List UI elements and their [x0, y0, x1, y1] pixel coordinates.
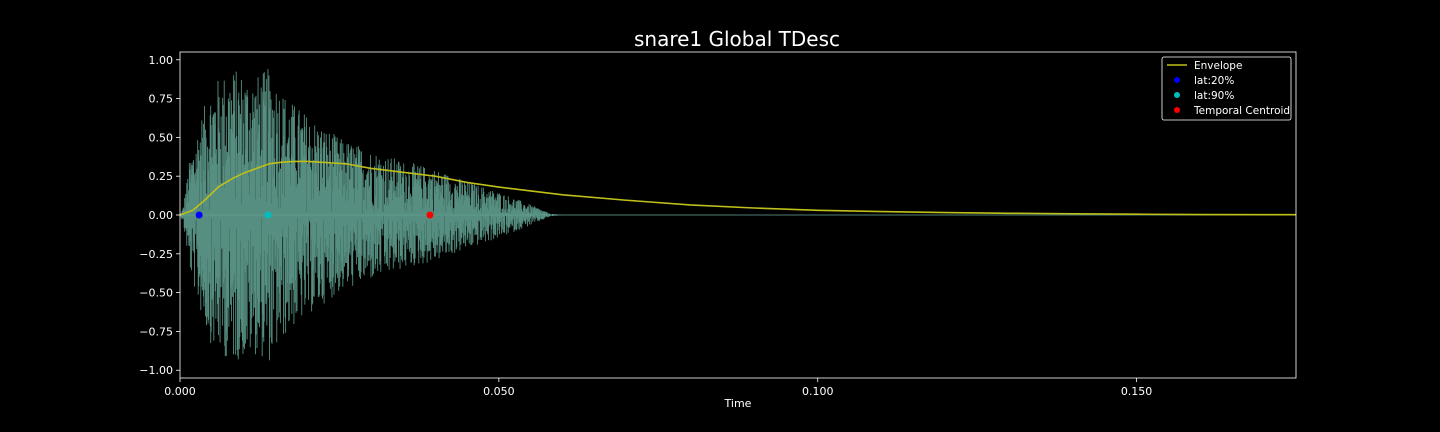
- legend-centroid-label: Temporal Centroid: [1193, 105, 1290, 117]
- y-axis: 1.00 0.75 0.50 0.25 0.00 −0.25 −0.50 −0.75 −1.00: [139, 54, 180, 377]
- y-tick-label: −0.75: [139, 325, 173, 338]
- legend-centroid-swatch: [1174, 107, 1180, 113]
- envelope-line: [179, 160, 1297, 216]
- legend-lat90-swatch: [1174, 92, 1180, 98]
- x-axis: 0.000 0.050 0.100 0.150: [164, 378, 1152, 398]
- x-axis-label: Time: [724, 397, 752, 410]
- legend[interactable]: Envelope lat:20% lat:90% Temporal Centro…: [1161, 56, 1292, 121]
- x-tick-label: 0.000: [164, 385, 196, 398]
- y-tick-label: 0.25: [149, 170, 174, 183]
- x-tick-label: 0.050: [483, 385, 515, 398]
- x-tick-label: 0.100: [802, 385, 834, 398]
- y-tick-label: −1.00: [139, 364, 173, 377]
- legend-lat90-label: lat:90%: [1194, 90, 1234, 102]
- y-tick-label: 0.00: [149, 209, 174, 222]
- y-tick-label: 0.50: [149, 131, 174, 144]
- lat90-point: [264, 211, 272, 219]
- legend-lat20-swatch: [1174, 77, 1180, 83]
- x-tick-label: 0.150: [1121, 385, 1153, 398]
- legend-envelope-label: Envelope: [1194, 60, 1242, 72]
- y-tick-label: −0.50: [139, 287, 173, 300]
- temporal-centroid-point: [426, 211, 434, 219]
- legend-box: [1161, 56, 1292, 121]
- y-tick-label: −0.25: [139, 248, 173, 261]
- legend-lat20-label: lat:20%: [1194, 75, 1234, 87]
- chart-title: snare1 Global TDesc: [634, 27, 840, 51]
- lat20-point: [195, 211, 203, 219]
- y-tick-label: 1.00: [149, 54, 174, 67]
- plot-area: [179, 69, 1297, 361]
- y-tick-label: 0.75: [149, 93, 174, 106]
